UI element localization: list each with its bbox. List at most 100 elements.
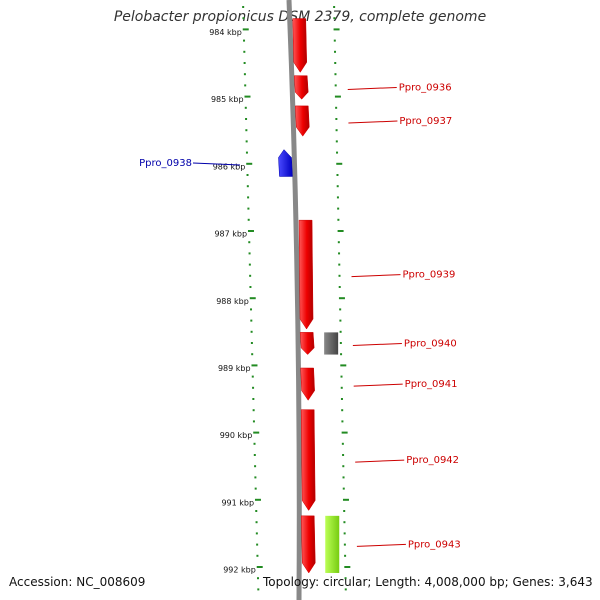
gray-feature-block[interactable] — [324, 332, 339, 355]
gene-label-leader — [192, 162, 241, 166]
right-tick — [340, 398, 343, 400]
left-tick — [245, 129, 248, 132]
left-tick — [246, 162, 253, 165]
left-tick — [255, 510, 258, 512]
gene-arrow-forward[interactable] — [300, 515, 316, 574]
accession-text: Accession: NC_008609 — [9, 575, 146, 589]
gene-arrow-reverse[interactable] — [278, 149, 293, 177]
right-tick — [341, 431, 348, 434]
right-tick — [341, 442, 344, 445]
gene-label-leader — [355, 459, 405, 463]
left-tick — [250, 342, 253, 344]
left-tick — [248, 252, 251, 255]
left-tick — [252, 420, 255, 423]
gene-arrow-forward[interactable] — [292, 18, 307, 73]
left-tick — [243, 62, 246, 64]
left-tick — [255, 532, 258, 535]
right-tick — [340, 353, 343, 356]
gene-label[interactable]: Ppro_0936 — [399, 82, 452, 93]
left-tick — [245, 151, 248, 154]
gene-labels: Ppro_0936 Ppro_0937 Ppro_0938 Ppro_0939 Ppro… — [139, 82, 461, 550]
left-tick — [254, 498, 261, 501]
right-tick — [337, 207, 340, 210]
left-tick — [254, 465, 257, 468]
right-tick — [334, 95, 341, 98]
left-tick — [249, 297, 256, 300]
gene-label-leader — [352, 342, 402, 346]
left-tick — [248, 263, 251, 266]
left-tick — [257, 588, 260, 591]
gene-label[interactable]: Ppro_0943 — [408, 539, 461, 550]
tick-marks — [242, 6, 351, 591]
gene-label[interactable]: Ppro_0940 — [404, 338, 457, 349]
axis-tick-label: 991 kbp — [221, 498, 254, 507]
left-tick — [242, 6, 245, 8]
axis-tick-label: 989 kbp — [218, 364, 251, 373]
axis-tick-label: 985 kbp — [211, 95, 244, 104]
axis-tick-label: 987 kbp — [214, 230, 247, 239]
right-tick — [342, 498, 349, 501]
left-tick — [253, 454, 256, 456]
left-tick — [244, 84, 247, 87]
right-tick — [340, 364, 347, 367]
gene-arrow-forward[interactable] — [293, 75, 309, 100]
gene-arrow-forward[interactable] — [300, 409, 316, 511]
right-tick — [340, 386, 343, 389]
axis-tick-label: 992 kbp — [223, 566, 256, 575]
right-tick — [336, 174, 339, 176]
right-tick — [338, 274, 341, 277]
right-tick — [344, 588, 347, 591]
left-tick — [246, 174, 249, 176]
right-tick — [335, 106, 338, 109]
left-tick — [249, 274, 252, 277]
gene-arrow-forward[interactable] — [300, 367, 315, 401]
gene-label[interactable]: Ppro_0939 — [402, 270, 455, 281]
gene-arrow-forward[interactable] — [295, 105, 310, 137]
gene-label-leader — [353, 383, 403, 387]
right-tick — [344, 566, 351, 568]
right-tick — [339, 319, 342, 322]
left-tick — [243, 50, 246, 53]
right-tick — [333, 17, 336, 20]
gene-track — [278, 18, 316, 574]
left-tick — [245, 118, 248, 120]
right-tick — [338, 263, 341, 266]
right-tick — [337, 230, 344, 232]
left-tick — [256, 566, 263, 568]
left-tick — [244, 106, 247, 109]
right-tick — [335, 140, 338, 143]
gene-label[interactable]: Ppro_0941 — [405, 379, 458, 390]
left-tick — [243, 39, 246, 42]
right-tick — [342, 465, 345, 468]
right-tick — [343, 521, 346, 524]
gene-label[interactable]: Ppro_0938 — [139, 158, 192, 169]
green-feature-block[interactable] — [325, 515, 340, 573]
right-tick — [343, 532, 346, 535]
right-tick — [336, 151, 339, 154]
right-tick — [335, 118, 338, 120]
left-tick — [247, 218, 250, 221]
left-tick — [246, 185, 249, 188]
right-tick — [333, 39, 336, 42]
right-tick — [333, 28, 340, 31]
right-tick — [337, 218, 340, 221]
genome-backbone — [286, 0, 302, 600]
gene-label[interactable]: Ppro_0942 — [406, 455, 459, 466]
left-tick — [245, 140, 248, 143]
right-tick — [334, 84, 337, 87]
gene-arrow-forward[interactable] — [299, 332, 315, 355]
left-tick — [250, 330, 253, 333]
right-tick — [339, 342, 342, 344]
left-tick — [249, 286, 252, 288]
left-tick — [255, 521, 258, 524]
right-tick — [338, 286, 341, 288]
tick-labels: 984 kbp 985 kbp 986 kbp 987 kbp 988 kbp 989 k… — [209, 28, 256, 575]
right-tick — [340, 375, 343, 378]
gene-label[interactable]: Ppro_0937 — [399, 116, 452, 127]
gene-label-leader — [356, 543, 406, 547]
right-tick — [337, 241, 340, 244]
gene-arrow-forward[interactable] — [298, 219, 314, 330]
right-tick — [342, 487, 345, 490]
right-tick — [341, 420, 344, 423]
left-tick — [247, 230, 254, 232]
